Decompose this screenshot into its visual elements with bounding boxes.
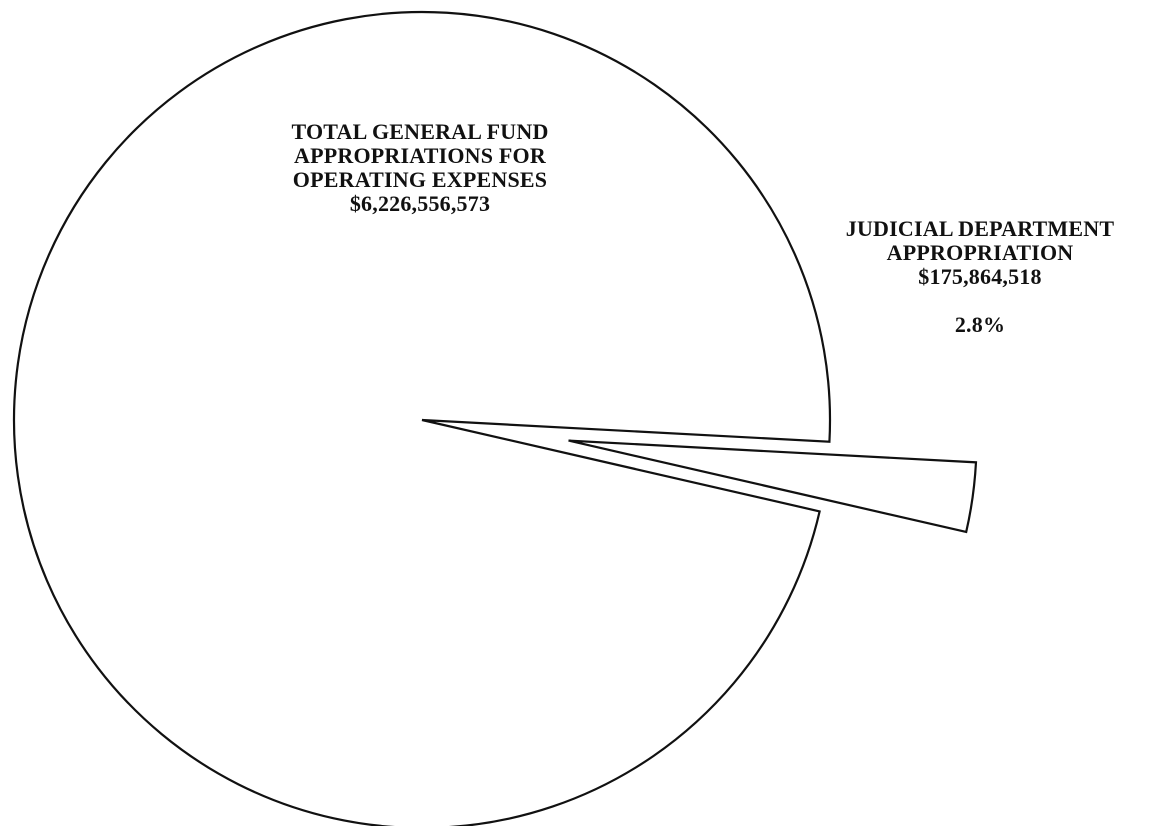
judicial-label-line-1: JUDICIAL DEPARTMENT bbox=[845, 216, 1115, 241]
pie-slice-general-fund bbox=[12, 10, 832, 826]
judicial-department-label: JUDICIAL DEPARTMENT APPROPRIATION $175,8… bbox=[800, 217, 1160, 337]
general-fund-value: $6,226,556,573 bbox=[349, 191, 491, 216]
judicial-value: $175,864,518 bbox=[918, 264, 1042, 289]
pie-slice-judicial-department bbox=[568, 439, 978, 534]
judicial-percent: 2.8% bbox=[954, 312, 1006, 337]
general-fund-label-line-1: TOTAL GENERAL FUND bbox=[291, 119, 549, 144]
general-fund-label: TOTAL GENERAL FUND APPROPRIATIONS FOR OP… bbox=[230, 120, 610, 216]
judicial-label-line-2: APPROPRIATION bbox=[886, 240, 1074, 265]
general-fund-label-line-2: APPROPRIATIONS FOR bbox=[294, 143, 546, 168]
general-fund-label-line-3: OPERATING EXPENSES bbox=[292, 167, 548, 192]
